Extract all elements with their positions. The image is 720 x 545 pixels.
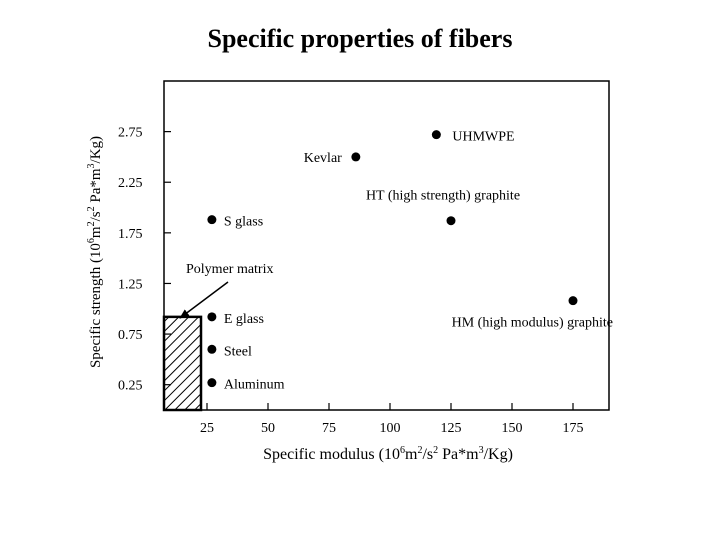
y-tick-label: 0.25 — [118, 379, 143, 394]
point-label-ht-high-strength-graphite: HT (high strength) graphite — [366, 189, 520, 204]
x-tick-label: 175 — [563, 421, 584, 436]
chart-title: Specific properties of fibers — [208, 24, 513, 53]
point-uhmwpe — [431, 130, 441, 140]
polymer-matrix-arrow — [179, 281, 229, 319]
plot-frame — [163, 80, 610, 411]
x-tick-label: 75 — [322, 421, 336, 436]
point-label-uhmwpe: UHMWPE — [452, 130, 514, 145]
y-tick-label: 2.25 — [118, 176, 143, 191]
point-ht-high-strength-graphite — [446, 216, 456, 226]
point-label-s-glass: S glass — [224, 215, 263, 230]
point-steel — [207, 344, 217, 354]
point-kevlar — [351, 152, 361, 162]
polymer-region-group: Polymer matrix — [162, 262, 274, 412]
point-s-glass — [207, 215, 217, 225]
point-label-steel: Steel — [224, 344, 252, 359]
x-tick-label: 25 — [200, 421, 214, 436]
point-label-hm-high-modulus-graphite: HM (high modulus) graphite — [452, 316, 613, 331]
y-tick-label: 1.75 — [118, 227, 143, 242]
x-tick-label: 50 — [261, 421, 275, 436]
x-ticks: 25 50 75 100 125 150 175 — [200, 403, 584, 436]
y-tick-label: 2.75 — [118, 126, 143, 141]
polymer-matrix-label: Polymer matrix — [186, 262, 274, 277]
y-tick-label: 0.75 — [118, 328, 143, 343]
x-axis-label: Specific modulus (106m2/s2 Pa*m3/Kg) — [263, 445, 513, 463]
x-tick-label: 125 — [441, 421, 462, 436]
y-tick-label: 1.25 — [118, 277, 143, 292]
point-label-kevlar: Kevlar — [304, 151, 342, 166]
y-ticks: 0.25 0.75 1.25 1.75 2.25 2.75 — [118, 126, 171, 394]
point-e-glass — [207, 312, 217, 322]
point-label-aluminum: Aluminum — [224, 378, 285, 393]
data-points: UHMWPE Kevlar HT (high strength) graphite S… — [207, 130, 613, 393]
y-axis-label: Specific strength (106m2/s2 Pa*m3/Kg) — [86, 136, 104, 368]
polymer-matrix-region — [162, 315, 203, 412]
point-label-e-glass: E glass — [224, 312, 264, 327]
x-tick-label: 100 — [380, 421, 401, 436]
point-aluminum — [207, 378, 217, 388]
x-tick-label: 150 — [502, 421, 523, 436]
point-hm-high-modulus-graphite — [568, 296, 578, 306]
